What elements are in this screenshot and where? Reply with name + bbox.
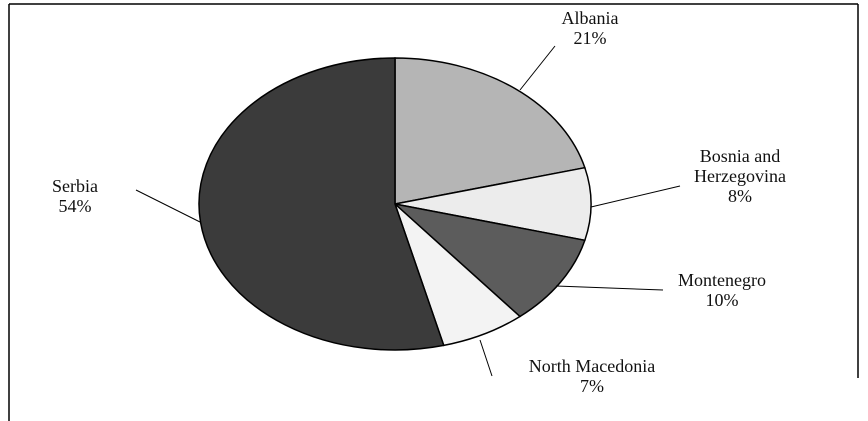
value-label: 21% — [573, 28, 607, 48]
pie-slice — [198, 57, 445, 351]
slice-label: Bosnia and Herzegovina 8% — [665, 146, 815, 206]
pie-slice — [392, 202, 586, 318]
category-label: Montenegro — [678, 270, 766, 290]
leader-line — [519, 45, 556, 91]
value-label: 8% — [728, 186, 752, 206]
leader-line — [135, 189, 201, 223]
leader-line — [590, 185, 681, 208]
category-label: Albania — [561, 8, 619, 28]
pie-slice — [394, 57, 586, 205]
slice-label: Serbia 54% — [35, 176, 115, 216]
pie-slice — [394, 166, 592, 242]
value-label: 10% — [705, 290, 739, 310]
value-label: 54% — [58, 196, 92, 216]
value-label: 7% — [580, 376, 604, 396]
category-label: North Macedonia — [528, 356, 656, 376]
category-label: Serbia — [52, 176, 98, 196]
slice-label: North Macedonia 7% — [487, 356, 697, 396]
slice-label: Albania 21% — [530, 8, 650, 48]
leader-line — [479, 339, 493, 377]
slice-label: Montenegro 10% — [657, 270, 787, 310]
leader-line — [555, 285, 664, 291]
category-label: Bosnia and Herzegovina — [694, 146, 786, 186]
